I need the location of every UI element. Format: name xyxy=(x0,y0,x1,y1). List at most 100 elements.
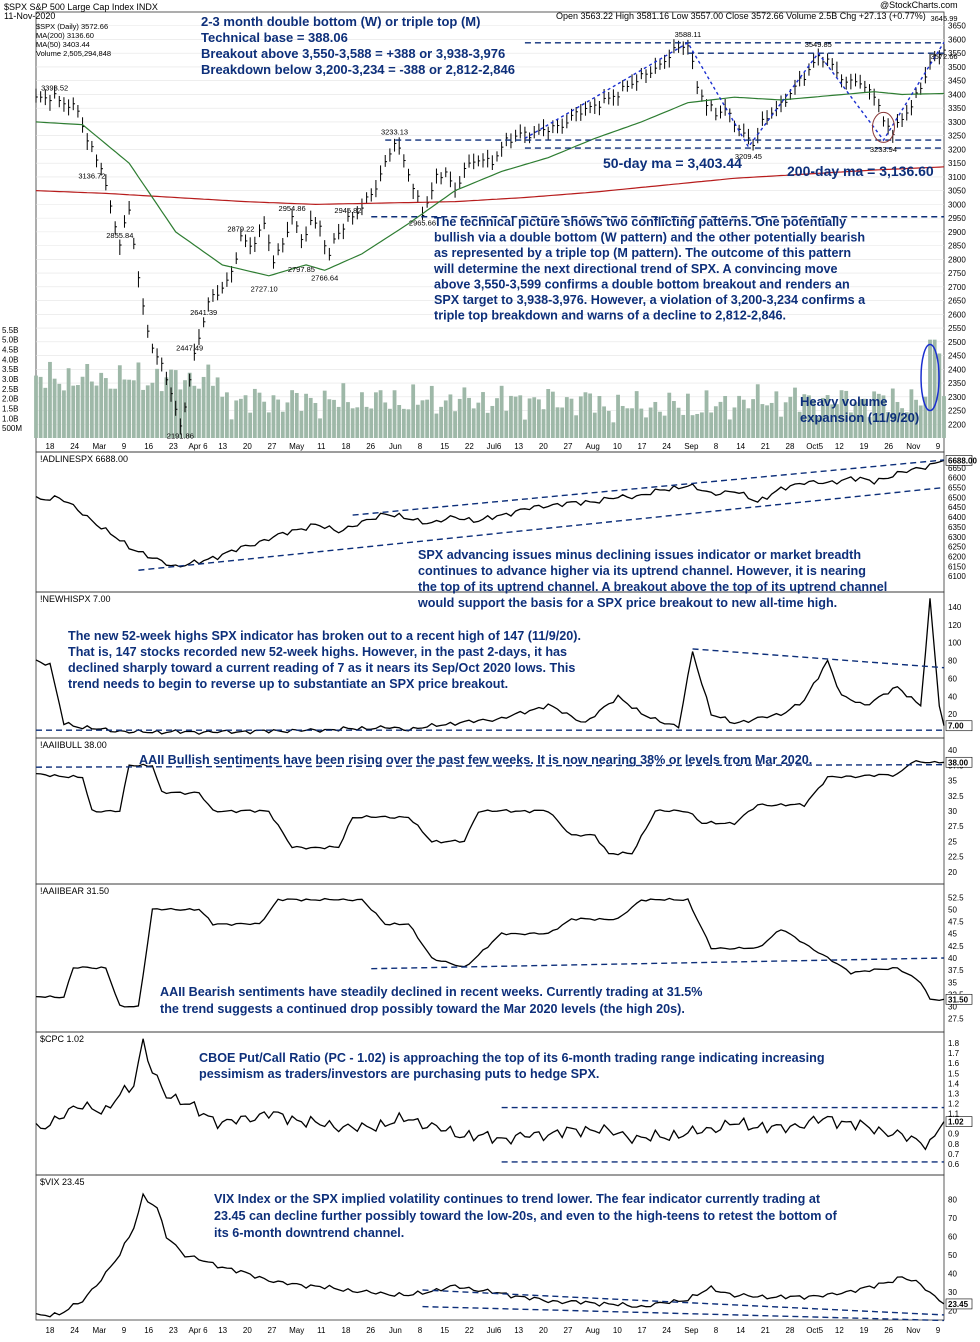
aaiibull-legend: !AAIIBULL 38.00 xyxy=(40,740,107,750)
vix-x-tick-36: 9 xyxy=(936,1326,941,1335)
spx-y-tick-3: 2350 xyxy=(948,379,966,388)
volume-y-tick-6: 3.5B xyxy=(2,365,18,374)
vix-x-tick-33: 19 xyxy=(860,1326,869,1335)
volume-bar xyxy=(602,406,606,438)
volume-bar xyxy=(667,392,672,438)
price-label-15: 3209.45 xyxy=(735,152,762,161)
vix-y-tick-5: 70 xyxy=(948,1214,957,1223)
volume-bar xyxy=(89,381,94,438)
newhighs-y-tick-1: 40 xyxy=(948,692,957,701)
symbol-title: $SPX S&P 500 Large Cap Index INDX xyxy=(4,2,158,12)
volume-bar xyxy=(318,418,322,438)
volume-bar xyxy=(346,402,350,438)
spx-x-tick-34: 26 xyxy=(884,442,893,451)
volume-bar xyxy=(425,399,430,438)
spx-y-tick-1: 2250 xyxy=(948,407,966,416)
volume-bar xyxy=(523,419,527,438)
price-label-3: 2641.39 xyxy=(190,308,217,317)
volume-bar xyxy=(606,410,611,438)
adline-y-tick-5: 6350 xyxy=(948,523,966,532)
spx-x-tick-33: 19 xyxy=(860,442,869,451)
volume-bar xyxy=(653,401,658,438)
adline-channel-line-0 xyxy=(138,486,945,571)
volume-bar xyxy=(779,416,783,438)
cpc-series-line xyxy=(35,1038,945,1151)
volume-bar xyxy=(336,406,341,438)
spx-x-tick-16: 15 xyxy=(440,442,449,451)
volume-bar xyxy=(304,393,308,438)
volume-bar xyxy=(816,417,821,438)
spx-x-tick-22: Aug xyxy=(586,442,600,451)
spx-x-tick-18: Jul6 xyxy=(487,442,502,451)
volume-bar xyxy=(588,393,593,438)
volume-bar xyxy=(592,412,597,438)
volume-bar xyxy=(276,399,281,438)
vix-x-tick-23: 10 xyxy=(613,1326,622,1335)
volume-bar xyxy=(723,395,728,438)
volume-bar xyxy=(197,388,201,438)
volume-bar xyxy=(695,413,700,438)
volume-bar xyxy=(364,406,369,438)
volume-bar xyxy=(737,395,742,438)
volume-bar xyxy=(560,407,565,438)
ma50-line xyxy=(35,91,945,277)
newhighs-legend: !NEWHISPX 7.00 xyxy=(40,594,111,604)
newhighs-channel-line-0 xyxy=(692,648,945,669)
adline-y-tick-0: 6100 xyxy=(948,572,966,581)
cpc-y-tick-11: 1.7 xyxy=(948,1049,960,1058)
price-label-1: 3136.72 xyxy=(78,172,105,181)
volume-bar xyxy=(928,339,932,438)
volume-bar xyxy=(751,399,755,438)
vix-x-tick-29: 21 xyxy=(761,1326,770,1335)
volume-bar xyxy=(541,409,546,438)
vix-x-tick-7: 13 xyxy=(218,1326,227,1335)
adline-y-tick-7: 6450 xyxy=(948,503,966,512)
newhighs-commentary-line-2: declined sharply toward a current readin… xyxy=(68,661,575,675)
spx-y-tick-28: 3600 xyxy=(948,35,966,44)
spx-x-tick-1: 24 xyxy=(70,442,79,451)
volume-bar xyxy=(169,369,173,438)
volume-bar xyxy=(662,415,667,438)
cpc-y-tick-6: 1.2 xyxy=(948,1100,960,1109)
vix-x-tick-17: 22 xyxy=(465,1326,474,1335)
legend-entry-2: MA(50) 3403.44 xyxy=(36,40,90,49)
volume-y-tick-2: 1.5B xyxy=(2,405,18,414)
price-label-0: 3393.52 xyxy=(41,83,68,92)
volume-bar xyxy=(616,394,620,438)
volume-bar xyxy=(401,408,406,438)
volume-bar xyxy=(848,412,853,438)
volume-bar xyxy=(495,398,499,438)
volume-circle xyxy=(920,343,940,412)
volume-y-tick-7: 4.0B xyxy=(2,355,18,364)
volume-bar xyxy=(481,392,485,438)
aaiibear-y-tick-4: 37.5 xyxy=(948,966,964,975)
volume-bar xyxy=(406,409,411,438)
vix-y-tick-3: 50 xyxy=(948,1251,957,1260)
volume-bar xyxy=(448,394,453,438)
adline-commentary-line-1: continues to advance higher via its uptr… xyxy=(418,564,866,578)
spx-x-tick-11: 11 xyxy=(317,442,326,451)
aaiibull-last-value: 38.00 xyxy=(948,758,969,767)
volume-bar xyxy=(420,400,425,438)
volume-bar xyxy=(490,405,495,438)
adline-y-tick-11: 6650 xyxy=(948,464,966,473)
spx-y-tick-17: 3050 xyxy=(948,187,966,196)
vix-x-tick-13: 26 xyxy=(366,1326,375,1335)
spx-x-tick-0: 18 xyxy=(46,442,55,451)
adline-channel-line-1 xyxy=(352,459,945,516)
volume-bar xyxy=(774,391,779,438)
vix-x-tick-31: Oct5 xyxy=(806,1326,823,1335)
newhighs-commentary-line-0: The new 52-week highs SPX indicator has … xyxy=(68,629,581,643)
cpc-y-tick-0: 0.6 xyxy=(948,1160,960,1169)
volume-bar xyxy=(765,405,769,438)
spx-x-tick-13: 26 xyxy=(366,442,375,451)
vix-commentary-line-1: 23.45 can decline further possibly towar… xyxy=(214,1209,838,1223)
volume-bar xyxy=(178,389,183,438)
volume-bar xyxy=(597,396,602,438)
aaiibull-channel-line-0 xyxy=(35,764,945,768)
adline-series-line xyxy=(35,459,945,568)
volume-y-tick-9: 5.0B xyxy=(2,336,18,345)
aaiibull-last-value-box xyxy=(945,756,973,768)
volume-bar xyxy=(238,398,243,438)
legend-entry-1: MA(200) 3136.60 xyxy=(36,31,94,40)
